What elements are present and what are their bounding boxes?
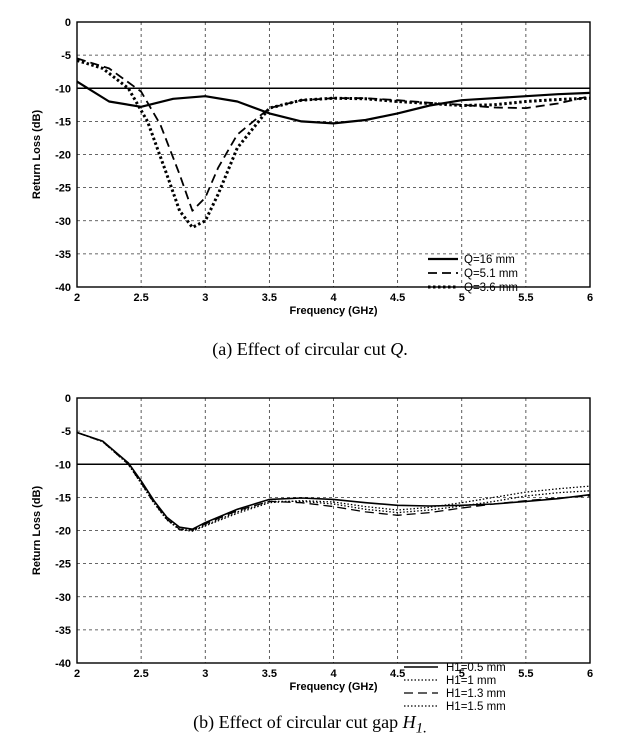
chart-a-series-line-3 (77, 58, 590, 229)
caption-a-symbol: Q (390, 339, 404, 359)
chart-a-x-tick-label: 2.5 (133, 292, 148, 304)
chart-b-legend-label-2: H1=1 mm (446, 675, 496, 687)
caption-b-prefix: (b) Effect of circular cut gap (193, 712, 403, 732)
chart-a-x-tick-label: 3.5 (262, 292, 277, 304)
chart-a-legend-label-1: Q=16 mm (464, 254, 515, 266)
chart-b-x-tick-label: 2 (74, 668, 80, 680)
chart-b-legend-label-4: H1=1.5 mm (446, 701, 506, 711)
chart-b-svg: 2 2.5 3 3.5 4 4.5 5 5.5 6 0 -5 -10 -15 -20 -25 -30 -35 -4… (31, 393, 593, 711)
chart-b-x-tick-label: 2.5 (133, 668, 148, 680)
chart-b-y-tick-label: -30 (55, 592, 71, 604)
chart-b-x-axis-label: Frequency (GHz) (289, 681, 377, 693)
caption-a-prefix: (a) Effect of circular cut (212, 339, 391, 359)
chart-a-legend-label-3: Q=3.6 mm (464, 282, 518, 294)
chart-b-y-tick-label: -40 (55, 658, 71, 670)
chart-b-plot-border (76, 397, 591, 664)
chart-b-x-tick-label: 5 (459, 668, 465, 680)
chart-a-x-tick-label: 4 (330, 292, 337, 304)
chart-a-series-line-1 (77, 80, 590, 125)
chart-a-x-tick-label: 5.5 (518, 292, 533, 304)
chart-b-y-tick-label: -10 (55, 459, 71, 471)
caption-b-subscript: 1. (415, 720, 427, 737)
chart-b-x-tick-label: 3 (202, 668, 208, 680)
chart-a-svg: 2 2.5 3 3.5 4 4.5 5 5.5 6 0 -5 -10 -15 -20 -25 -30 -35 -4… (31, 17, 593, 317)
chart-b-legend-label-1: H1=0.5 mm (446, 662, 506, 674)
chart-a-x-axis-label: Frequency (GHz) (289, 305, 377, 317)
caption-a: (a) Effect of circular cut Q. (0, 339, 620, 360)
chart-b-y-tick-label: -15 (55, 492, 71, 504)
chart-a-y-tick-label: -20 (55, 150, 71, 162)
chart-b-series-line-1 (77, 431, 590, 530)
chart-a-x-tick-label: 3 (202, 292, 208, 304)
chart-b-x-tick-label: 4.5 (390, 668, 405, 680)
chart-a-y-axis-label: Return Loss (dB) (31, 110, 43, 200)
chart-a-y-tick-label: -15 (55, 116, 71, 128)
chart-a-y-tick-label: -5 (61, 50, 71, 62)
chart-a-legend-label-2: Q=5.1 mm (464, 268, 518, 280)
chart-b-y-tick-label: -35 (55, 625, 71, 637)
chart-a-plot-border (76, 21, 591, 288)
chart-b-y-tick-label: 0 (65, 393, 71, 405)
chart-b-legend-label-3: H1=1.3 mm (446, 688, 506, 700)
chart-b-x-tick-label: 6 (587, 668, 593, 680)
caption-b: (b) Effect of circular cut gap H1. (0, 712, 620, 738)
chart-b-x-tick-label: 3.5 (262, 668, 277, 680)
caption-b-symbol: H (402, 712, 416, 732)
chart-b: 2 2.5 3 3.5 4 4.5 5 5.5 6 0 -5 -10 -15 -20 -25 -30 -35 -4… (0, 376, 620, 711)
chart-a-y-tick-label: -40 (55, 282, 71, 294)
chart-b-x-tick-label: 5.5 (518, 668, 533, 680)
chart-a-x-tick-label: 5 (459, 292, 465, 304)
chart-a-y-tick-label: -10 (55, 83, 71, 95)
chart-b-y-tick-label: -25 (55, 559, 71, 571)
chart-b-y-axis-label: Return Loss (dB) (31, 486, 43, 576)
chart-b-x-tick-label: 4 (330, 668, 337, 680)
chart-b-series-line-4 (77, 431, 590, 532)
chart-a-y-tick-label: -35 (55, 249, 71, 261)
chart-a-x-tick-label: 6 (587, 292, 593, 304)
chart-a-x-tick-label: 2 (74, 292, 80, 304)
chart-a-y-tick-label: -25 (55, 183, 71, 195)
chart-a: 2 2.5 3 3.5 4 4.5 5 5.5 6 0 -5 -10 -15 -20 -25 -30 -35 -4… (0, 0, 620, 335)
chart-a-y-tick-label: -30 (55, 216, 71, 228)
chart-a-y-tick-label: 0 (65, 17, 71, 29)
caption-a-suffix: . (403, 339, 408, 359)
chart-a-x-tick-label: 4.5 (390, 292, 405, 304)
chart-b-y-tick-label: -5 (61, 426, 71, 438)
chart-b-y-tick-label: -20 (55, 526, 71, 538)
